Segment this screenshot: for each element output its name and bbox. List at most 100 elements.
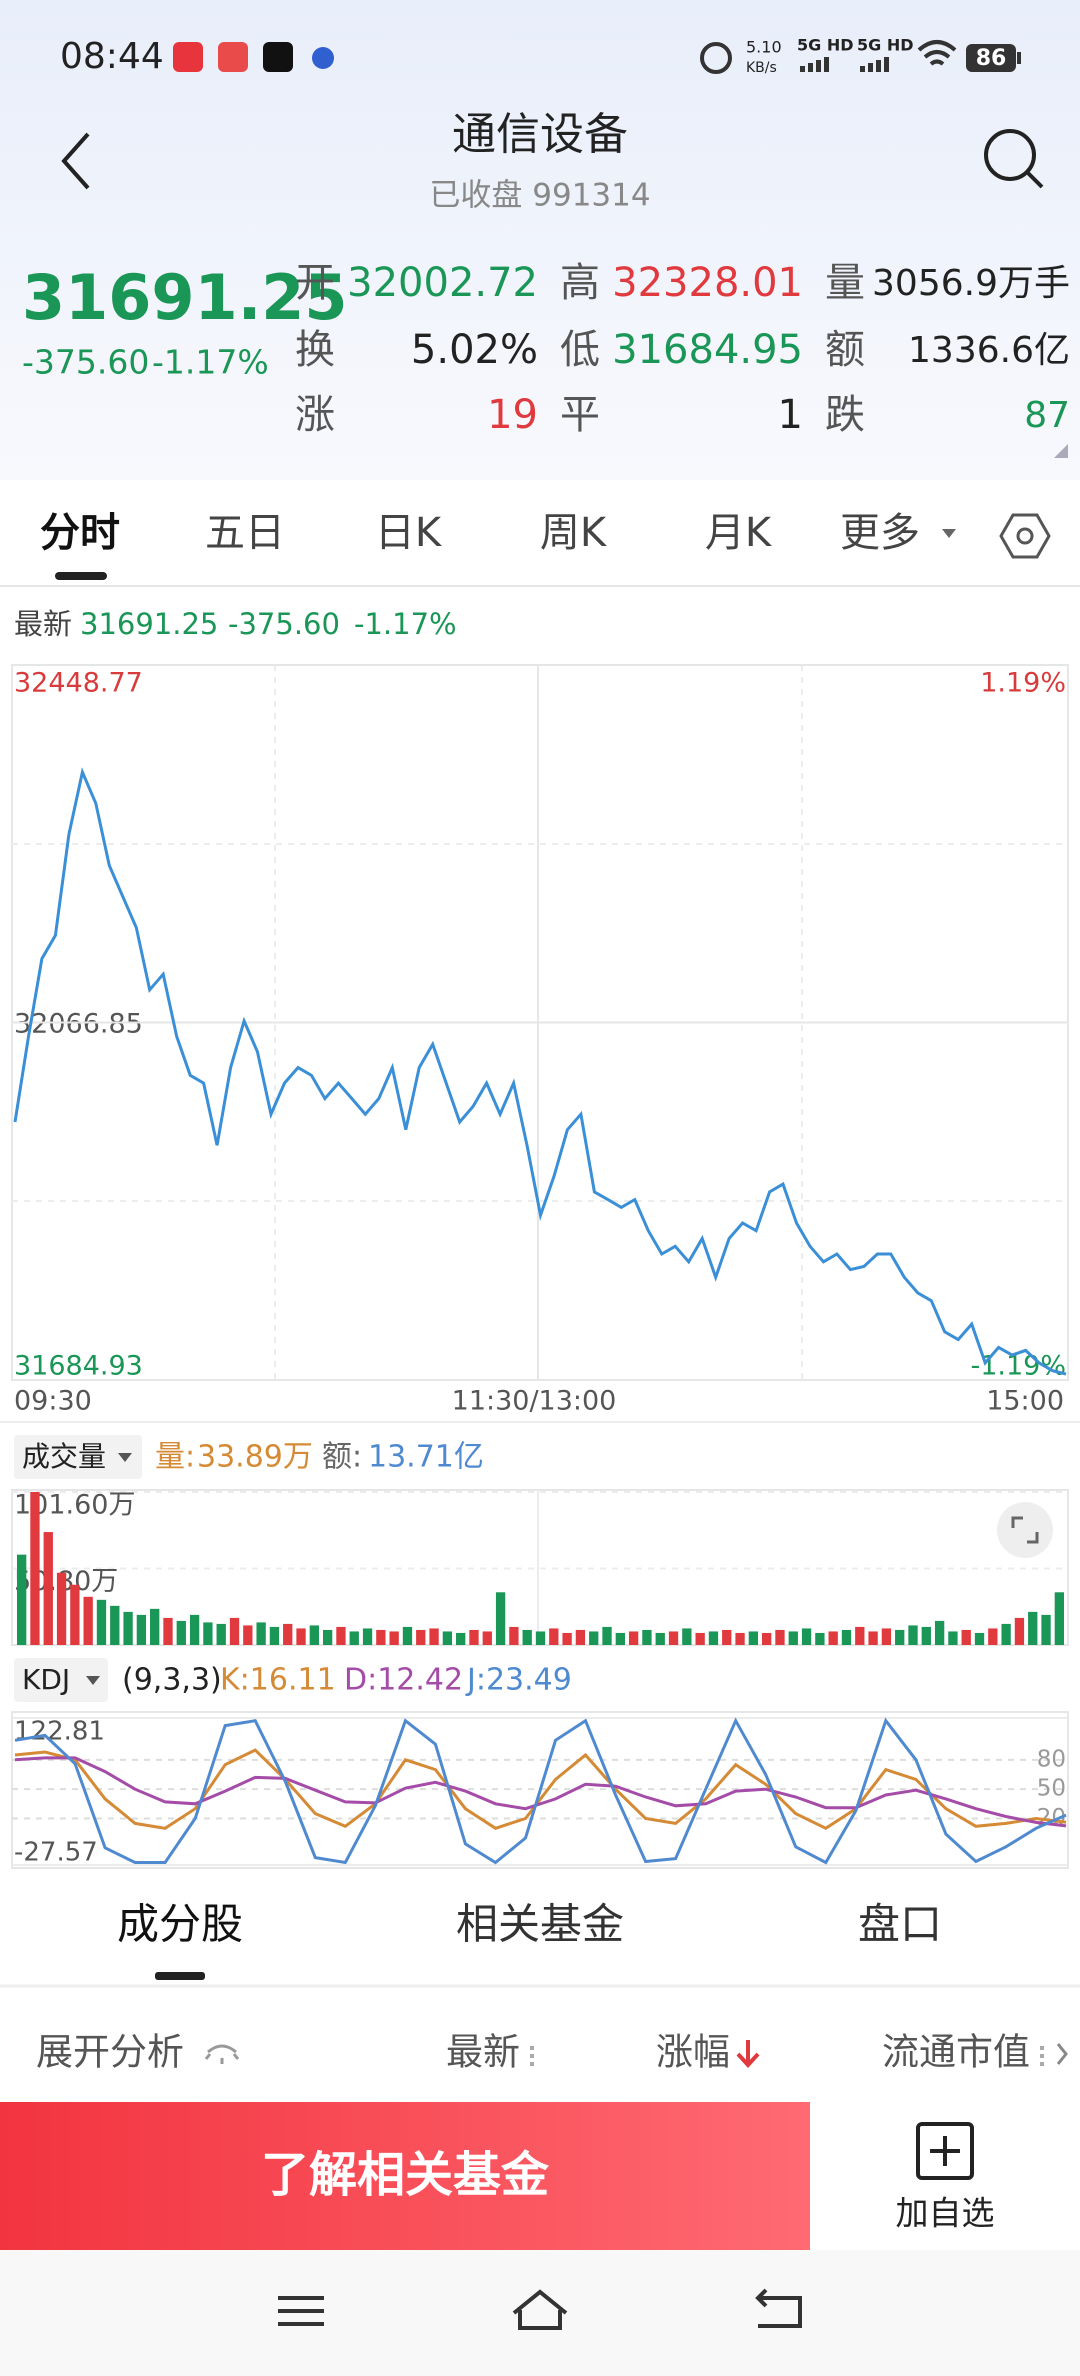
latest-change: -375.60	[228, 607, 340, 641]
x-tick-label: 09:30	[14, 1386, 92, 1417]
volume-bar	[841, 1629, 852, 1645]
volume-bar	[216, 1623, 226, 1645]
expand-button[interactable]	[997, 1502, 1053, 1558]
kdj-selector[interactable]	[14, 1658, 108, 1702]
tab-bar	[0, 485, 1080, 585]
stat-label: 开	[295, 260, 335, 306]
column-menu[interactable]	[530, 2046, 534, 2066]
scroll-right[interactable]	[1056, 2043, 1068, 2065]
volume-bar	[1028, 1611, 1038, 1645]
volume-bar	[988, 1628, 998, 1645]
sort-desc-arrow[interactable]	[736, 2040, 760, 2068]
volume-bar	[722, 1629, 732, 1645]
sort-header[interactable]: 流通市值	[882, 2031, 1030, 2074]
app-icon	[263, 42, 293, 72]
volume-bar	[708, 1631, 719, 1645]
volume-bar	[1014, 1617, 1025, 1645]
volume-selector-label: 成交量	[22, 1440, 106, 1473]
volume-bar	[602, 1626, 612, 1645]
tab[interactable]: 周K	[540, 510, 608, 556]
volume-bar	[695, 1632, 705, 1645]
signal-bars	[860, 57, 889, 72]
net-unit: KB/s	[746, 60, 777, 76]
selector-arrow	[86, 1676, 100, 1685]
tab[interactable]: 分时	[40, 510, 120, 556]
volume-bar	[788, 1631, 798, 1645]
tab[interactable]: 更多	[840, 510, 920, 556]
list-tab[interactable]: 成分股	[117, 1900, 243, 1949]
volume-bar	[336, 1626, 346, 1645]
status-time: 08:44	[60, 36, 164, 77]
volume-bar	[83, 1596, 93, 1645]
volume-bar	[362, 1628, 373, 1645]
nav-menu[interactable]	[278, 2296, 324, 2326]
kdj-line	[14, 1717, 1067, 1865]
watch-button[interactable]	[916, 2122, 974, 2180]
column-menu[interactable]	[1040, 2046, 1044, 2066]
nav-back[interactable]	[755, 2288, 802, 2328]
search-handle	[1025, 170, 1044, 189]
volume-bar	[402, 1626, 413, 1645]
battery-tip	[1017, 52, 1021, 64]
volume-bar	[309, 1625, 319, 1645]
list-tab[interactable]: 相关基金	[456, 1900, 624, 1949]
tab[interactable]: 五日	[205, 510, 285, 556]
page-title: 通信设备	[452, 109, 628, 160]
volume-bar	[43, 1532, 53, 1645]
volume-bar	[189, 1614, 200, 1645]
nav-home[interactable]	[512, 2289, 568, 2330]
quote-change: -375.60	[22, 343, 149, 382]
volume-bar	[615, 1632, 625, 1645]
list-area	[0, 1880, 1080, 2102]
volume-bar	[562, 1632, 572, 1645]
app-icon	[312, 47, 334, 69]
volume-value: 33.89万	[197, 1440, 313, 1475]
kdj-line	[14, 1748, 1067, 1831]
volume-bar	[456, 1632, 466, 1645]
stat-value: 32002.72	[347, 260, 538, 306]
list-tab[interactable]: 盘口	[858, 1900, 942, 1949]
volume-label: 量:	[155, 1440, 195, 1475]
volume-bar	[549, 1628, 559, 1645]
fund-button[interactable]	[0, 2102, 810, 2250]
tab-indicator	[155, 1972, 205, 1980]
volume-bar	[136, 1614, 147, 1645]
tab[interactable]: 月K	[705, 510, 773, 556]
tab[interactable]: 日K	[375, 510, 443, 556]
signal-label: 5G HD	[857, 36, 914, 55]
back-button[interactable]	[61, 132, 90, 190]
volume-bar	[389, 1631, 399, 1645]
volume-bar	[868, 1631, 878, 1645]
eye-icon[interactable]	[204, 2044, 240, 2064]
volume-bar	[1041, 1614, 1051, 1645]
volume-bar	[921, 1626, 931, 1645]
volume-bar	[269, 1626, 280, 1645]
app-icon	[218, 42, 248, 72]
sort-header[interactable]: 最新	[446, 2031, 520, 2074]
volume-bar	[628, 1631, 639, 1645]
volume-selector[interactable]	[14, 1435, 142, 1479]
volume-bar	[376, 1629, 386, 1645]
kdj-legend: J:23.49	[465, 1663, 572, 1698]
volume-bar	[283, 1623, 293, 1645]
volume-bar	[775, 1629, 785, 1645]
sort-header[interactable]: 涨幅	[656, 2031, 730, 2074]
stat-label: 平	[560, 392, 600, 438]
volume-bar	[163, 1617, 173, 1645]
stat-label: 涨	[295, 392, 335, 438]
volume-bar	[881, 1628, 892, 1645]
sort-header[interactable]: 展开分析	[36, 2031, 184, 2074]
x-tick-label: 15:00	[986, 1386, 1064, 1417]
volume-bar	[522, 1629, 532, 1645]
search-button[interactable]	[984, 129, 1036, 181]
y-tick-label: 32066.85	[14, 1009, 143, 1040]
settings-button[interactable]	[999, 513, 1051, 559]
volume-bar	[668, 1631, 679, 1645]
stat-value: 31684.95	[612, 327, 803, 373]
volume-bar	[589, 1631, 599, 1645]
net-speed: 5.10	[746, 38, 782, 57]
volume-bar	[150, 1608, 160, 1645]
expand-corner	[1054, 444, 1068, 458]
